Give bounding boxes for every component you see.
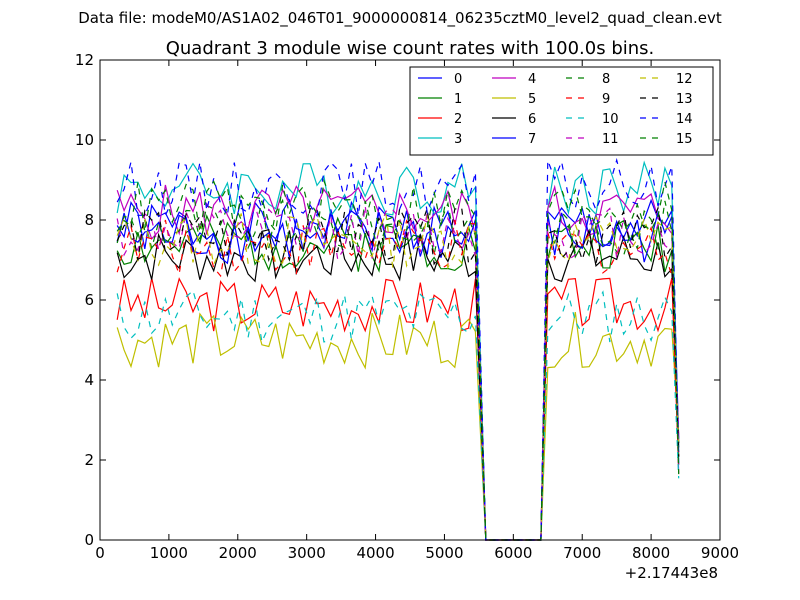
- x-axis-ticks: 0 1000 2000 3000 4000 5000 6000 7000 8000 9000: [95, 60, 739, 562]
- series-line-0: [116, 198, 680, 541]
- series-line-15: [116, 178, 680, 541]
- series-line-2: [116, 277, 680, 541]
- series-line-8: [116, 198, 680, 541]
- legend-label-14: 14: [676, 112, 693, 127]
- series-line-14: [116, 157, 680, 541]
- x-tick-label-6: 6000: [494, 544, 532, 562]
- x-tick-label-2: 2000: [219, 544, 257, 562]
- legend-label-5: 5: [528, 92, 536, 107]
- x-tick-label-5: 5000: [425, 544, 463, 562]
- series-line-9: [116, 219, 680, 541]
- series-line-5: [116, 311, 680, 541]
- legend-label-13: 13: [676, 92, 693, 107]
- legend-label-7: 7: [528, 132, 536, 147]
- x-tick-label-4: 4000: [356, 544, 394, 562]
- series-line-7: [116, 210, 680, 541]
- legend-label-3: 3: [454, 132, 462, 147]
- x-tick-label-1: 1000: [150, 544, 188, 562]
- y-tick-label-1: 2: [84, 451, 94, 469]
- legend-label-8: 8: [602, 72, 610, 87]
- legend-label-11: 11: [602, 132, 619, 147]
- x-tick-label-9: 9000: [701, 544, 739, 562]
- series-line-13: [116, 205, 680, 541]
- legend-label-1: 1: [454, 92, 462, 107]
- series-line-1: [116, 214, 680, 541]
- legend-label-10: 10: [602, 112, 619, 127]
- y-tick-label-6: 12: [75, 51, 94, 69]
- x-tick-label-8: 8000: [632, 544, 670, 562]
- legend-label-15: 15: [676, 132, 693, 147]
- x-tick-label-0: 0: [95, 544, 105, 562]
- legend-label-4: 4: [528, 72, 536, 87]
- legend-label-12: 12: [676, 72, 693, 87]
- y-tick-label-4: 8: [84, 211, 94, 229]
- x-offset-label: +2.17443e8: [625, 564, 718, 582]
- legend-label-6: 6: [528, 112, 536, 127]
- y-tick-label-3: 6: [84, 291, 94, 309]
- x-tick-label-7: 7000: [563, 544, 601, 562]
- legend-label-2: 2: [454, 112, 462, 127]
- series-line-10: [116, 289, 680, 541]
- y-tick-label-2: 4: [84, 371, 94, 389]
- x-tick-label-3: 3000: [288, 544, 326, 562]
- plot-lines: [116, 157, 680, 541]
- series-line-6: [116, 228, 680, 541]
- chart-suptitle: Data file: modeM0/AS1A02_046T01_90000008…: [78, 9, 722, 28]
- legend-box: [409, 66, 714, 156]
- y-tick-label-0: 0: [84, 531, 94, 549]
- chart-title: Quadrant 3 module wise count rates with …: [166, 38, 655, 59]
- y-tick-label-5: 10: [75, 131, 94, 149]
- legend-label-0: 0: [454, 72, 462, 87]
- series-line-11: [116, 202, 680, 541]
- legend-label-9: 9: [602, 92, 610, 107]
- series-line-12: [116, 211, 680, 541]
